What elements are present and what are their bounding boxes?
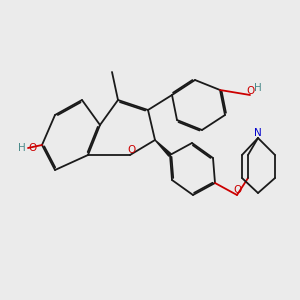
Text: O: O [233, 184, 241, 195]
Text: O: O [128, 145, 136, 154]
Text: O: O [246, 86, 254, 96]
Text: N: N [254, 128, 262, 138]
Polygon shape [155, 140, 171, 156]
Text: H: H [17, 143, 25, 153]
Text: H: H [254, 83, 262, 93]
Text: O: O [28, 143, 37, 153]
